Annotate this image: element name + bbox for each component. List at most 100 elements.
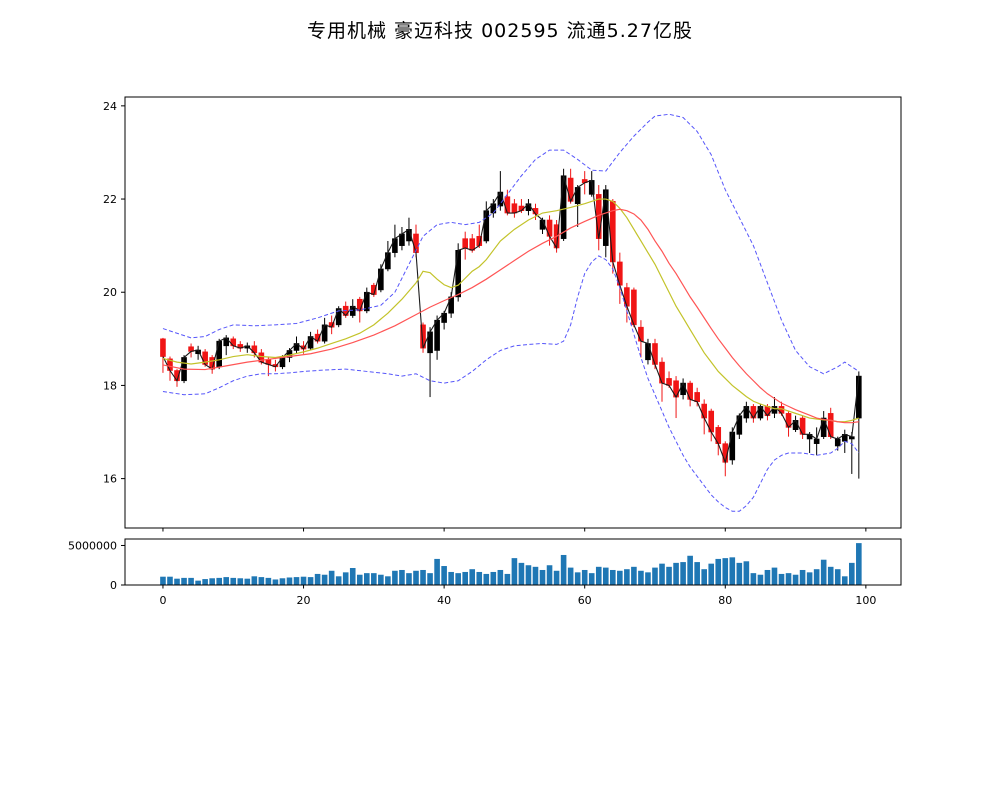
candle-body <box>378 268 384 291</box>
volume-bar <box>694 562 700 585</box>
volume-bar <box>230 577 237 585</box>
volume-bar <box>223 577 230 585</box>
volume-bar <box>820 559 827 585</box>
volume-bar <box>364 573 370 585</box>
candle-body <box>216 340 222 368</box>
candle-body <box>504 196 511 214</box>
volume-bar <box>300 576 307 585</box>
candle-up <box>406 217 412 246</box>
volume-bar <box>399 569 405 585</box>
close-price-line <box>162 175 860 465</box>
volume-bar <box>279 578 286 585</box>
volume-bar <box>560 554 567 585</box>
volume-bar <box>244 578 251 585</box>
volume-bar <box>701 569 707 585</box>
volume-bar <box>856 543 862 585</box>
candle-body <box>652 343 658 365</box>
volume-bar <box>631 566 637 585</box>
candle-up <box>399 227 405 251</box>
volume-bar <box>659 563 665 585</box>
volume-bar <box>645 572 651 585</box>
volume-bar <box>504 573 511 585</box>
volume-bar <box>286 577 293 585</box>
volume-bar <box>743 561 750 585</box>
bollinger-lower-band <box>162 255 860 512</box>
chart-title: 专用机械 豪迈科技 002595 流通5.27亿股 <box>307 20 693 42</box>
volume-bar <box>167 576 173 585</box>
volume-bar <box>202 579 208 585</box>
volume-bar <box>216 577 222 585</box>
volume-bar <box>342 572 349 585</box>
y-tick-label: 16 <box>103 473 117 486</box>
volume-bar <box>356 574 363 585</box>
volume-bar <box>849 562 855 585</box>
volume-bar <box>841 576 848 585</box>
candle-down <box>708 408 715 442</box>
candle-body <box>511 203 518 214</box>
candle-down <box>827 407 834 439</box>
price-x-axis <box>162 528 867 532</box>
candle-body <box>750 406 757 419</box>
candle-body <box>680 382 686 396</box>
volume-bar <box>729 557 736 585</box>
candle-body <box>638 326 644 342</box>
candle-down <box>462 231 469 260</box>
volume-bar <box>195 580 201 585</box>
volume-bar <box>574 572 581 585</box>
volume-bar <box>792 574 799 585</box>
candle-body <box>392 238 398 253</box>
price-y-axis: 16 18 20 22 24 <box>103 100 125 486</box>
volume-bar <box>567 567 574 585</box>
volume-bar <box>188 577 194 585</box>
volume-y-axis: 0 5000000 <box>68 539 125 592</box>
candle-down <box>209 355 215 374</box>
candle-body <box>321 324 328 342</box>
candle-body <box>701 403 707 419</box>
volume-bar <box>469 569 476 585</box>
volume-bar <box>736 562 743 585</box>
x-tick-label: 80 <box>718 594 732 607</box>
volume-bar <box>272 579 279 585</box>
volume-bar <box>328 570 335 585</box>
candle-body <box>462 238 469 249</box>
candle-down <box>272 359 279 372</box>
volume-bar <box>321 574 328 585</box>
volume-bar <box>680 562 686 585</box>
volume-bar <box>595 566 602 585</box>
volume-bar <box>771 567 778 585</box>
candle-down <box>230 336 237 350</box>
candle-up <box>848 432 855 474</box>
candle-up <box>307 331 314 351</box>
candle-body <box>687 382 693 400</box>
bollinger-upper-band <box>162 113 860 375</box>
volume-bar <box>314 573 321 585</box>
volume-bar <box>174 578 180 585</box>
candle-body <box>483 210 490 242</box>
volume-bar <box>806 572 813 585</box>
ma-line-yellow <box>162 198 860 423</box>
volume-bar <box>237 578 244 585</box>
candle-down <box>638 320 644 358</box>
candle-down <box>328 315 335 335</box>
candle-up <box>363 287 370 314</box>
volume-bar <box>441 566 447 585</box>
volume-bar <box>715 558 722 585</box>
volume-bar <box>511 558 518 585</box>
volume-bar <box>602 567 609 585</box>
candle-body <box>560 175 567 239</box>
candle-body <box>624 287 630 307</box>
candle-up <box>736 413 743 439</box>
volume-bar <box>392 570 398 585</box>
candle-body <box>813 438 820 444</box>
volume-bar <box>581 569 588 585</box>
volume-bar <box>757 574 764 585</box>
volume-bar <box>385 576 391 585</box>
volume-bar <box>258 577 265 585</box>
y-tick-label: 22 <box>103 193 117 206</box>
volume-y-tick-label: 5000000 <box>68 539 117 552</box>
candle-body <box>834 438 841 447</box>
y-tick-label: 24 <box>103 100 117 113</box>
candle-up <box>680 378 686 400</box>
